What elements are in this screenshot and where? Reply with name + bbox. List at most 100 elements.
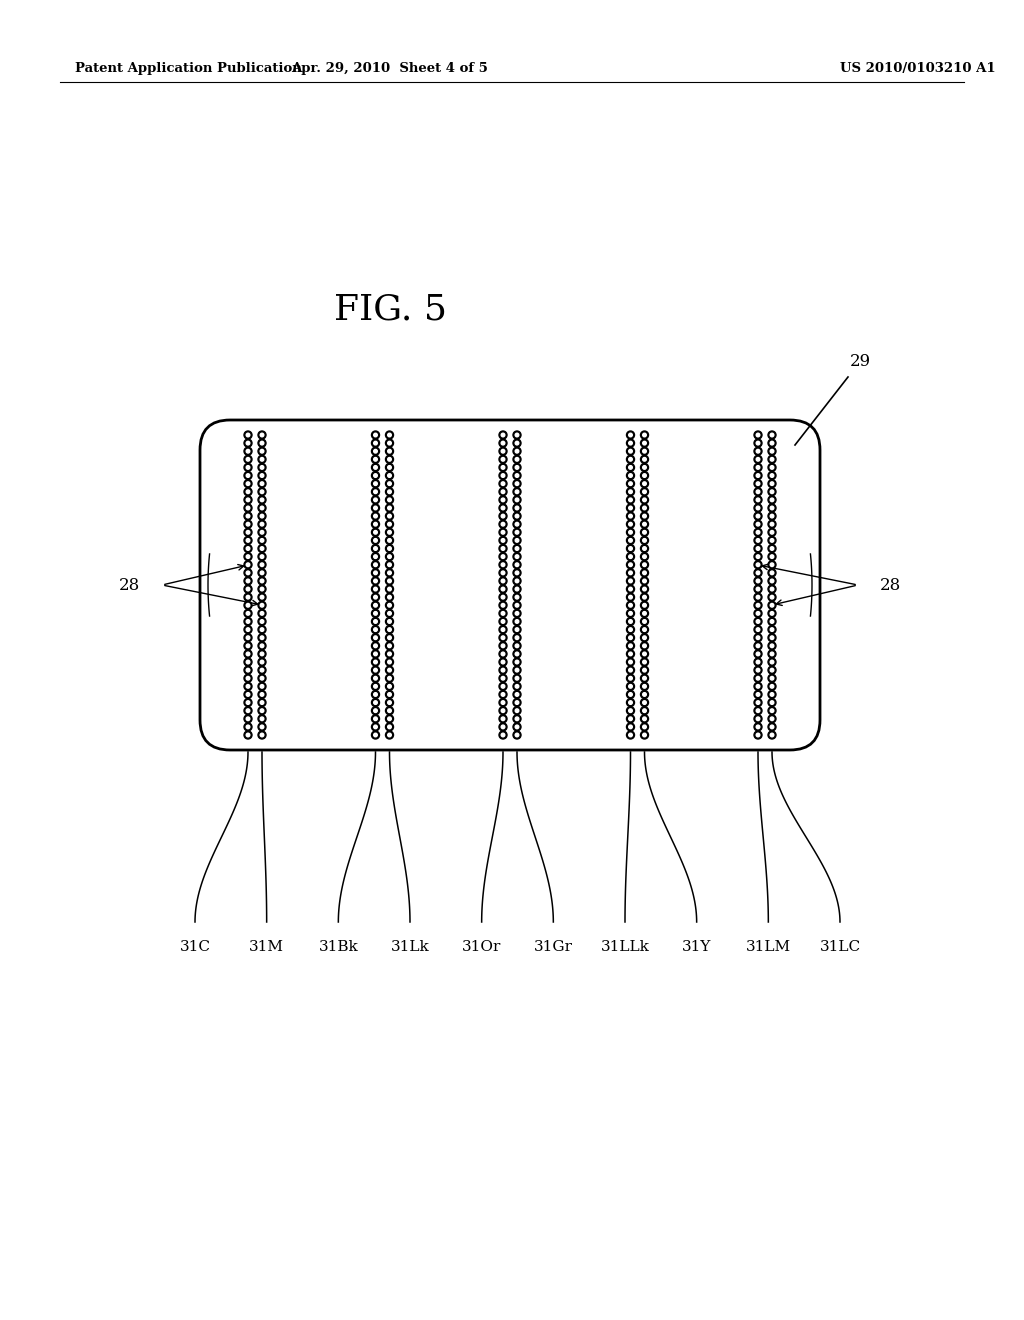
Circle shape (768, 504, 776, 512)
Circle shape (513, 659, 521, 667)
Circle shape (515, 458, 519, 461)
Circle shape (244, 634, 252, 642)
Circle shape (501, 562, 505, 566)
Circle shape (244, 667, 252, 675)
Circle shape (499, 440, 507, 447)
Circle shape (513, 610, 521, 618)
Circle shape (501, 733, 505, 737)
Circle shape (627, 698, 635, 706)
Circle shape (260, 466, 264, 469)
Circle shape (643, 725, 646, 729)
Circle shape (260, 562, 264, 566)
Circle shape (258, 545, 266, 553)
Text: 28: 28 (880, 577, 901, 594)
Circle shape (754, 479, 762, 487)
Circle shape (768, 569, 776, 577)
Circle shape (244, 585, 252, 593)
Circle shape (756, 531, 760, 535)
Circle shape (258, 675, 266, 682)
Circle shape (258, 610, 266, 618)
Circle shape (770, 572, 774, 574)
Circle shape (258, 471, 266, 479)
Circle shape (258, 706, 266, 714)
Circle shape (260, 660, 264, 664)
Circle shape (258, 536, 266, 544)
Circle shape (627, 528, 635, 536)
Circle shape (260, 441, 264, 445)
Circle shape (388, 685, 391, 688)
Circle shape (372, 520, 380, 528)
Circle shape (501, 449, 505, 453)
Circle shape (770, 587, 774, 591)
Circle shape (515, 466, 519, 469)
Circle shape (770, 546, 774, 550)
Circle shape (756, 441, 760, 445)
Circle shape (372, 715, 380, 723)
Circle shape (515, 587, 519, 591)
Circle shape (754, 602, 762, 610)
Circle shape (260, 717, 264, 721)
Circle shape (501, 709, 505, 713)
Circle shape (260, 611, 264, 615)
Circle shape (768, 723, 776, 731)
Circle shape (756, 709, 760, 713)
Circle shape (501, 490, 505, 494)
Circle shape (260, 676, 264, 680)
Circle shape (629, 523, 632, 525)
Circle shape (244, 706, 252, 714)
Circle shape (385, 585, 393, 593)
Circle shape (374, 652, 377, 656)
Circle shape (385, 440, 393, 447)
Circle shape (513, 723, 521, 731)
Circle shape (374, 554, 377, 558)
Circle shape (627, 659, 635, 667)
Circle shape (768, 479, 776, 487)
Circle shape (258, 440, 266, 447)
Circle shape (627, 471, 635, 479)
Circle shape (643, 717, 646, 721)
Circle shape (513, 545, 521, 553)
Circle shape (629, 515, 632, 517)
Circle shape (246, 603, 250, 607)
Circle shape (246, 668, 250, 672)
Circle shape (258, 463, 266, 471)
Circle shape (754, 432, 762, 440)
Circle shape (372, 626, 380, 634)
Circle shape (640, 731, 648, 739)
Circle shape (499, 690, 507, 698)
Circle shape (768, 471, 776, 479)
Circle shape (629, 498, 632, 502)
Circle shape (640, 706, 648, 714)
Circle shape (499, 479, 507, 487)
Circle shape (643, 701, 646, 705)
Circle shape (754, 626, 762, 634)
Circle shape (388, 466, 391, 469)
Circle shape (513, 479, 521, 487)
Circle shape (499, 706, 507, 714)
Circle shape (770, 482, 774, 486)
Circle shape (501, 482, 505, 486)
Circle shape (388, 579, 391, 582)
Circle shape (768, 649, 776, 657)
Circle shape (627, 675, 635, 682)
Circle shape (627, 536, 635, 544)
Circle shape (515, 603, 519, 607)
Circle shape (244, 440, 252, 447)
Circle shape (629, 490, 632, 494)
Circle shape (374, 668, 377, 672)
Circle shape (501, 636, 505, 639)
Circle shape (643, 466, 646, 469)
Circle shape (513, 512, 521, 520)
Circle shape (501, 506, 505, 510)
Circle shape (501, 701, 505, 705)
Circle shape (388, 701, 391, 705)
Circle shape (501, 554, 505, 558)
Circle shape (513, 618, 521, 626)
PathPatch shape (200, 420, 820, 750)
Circle shape (372, 536, 380, 544)
Circle shape (643, 506, 646, 510)
Circle shape (513, 463, 521, 471)
Circle shape (246, 523, 250, 525)
Circle shape (260, 433, 264, 437)
Circle shape (246, 458, 250, 461)
